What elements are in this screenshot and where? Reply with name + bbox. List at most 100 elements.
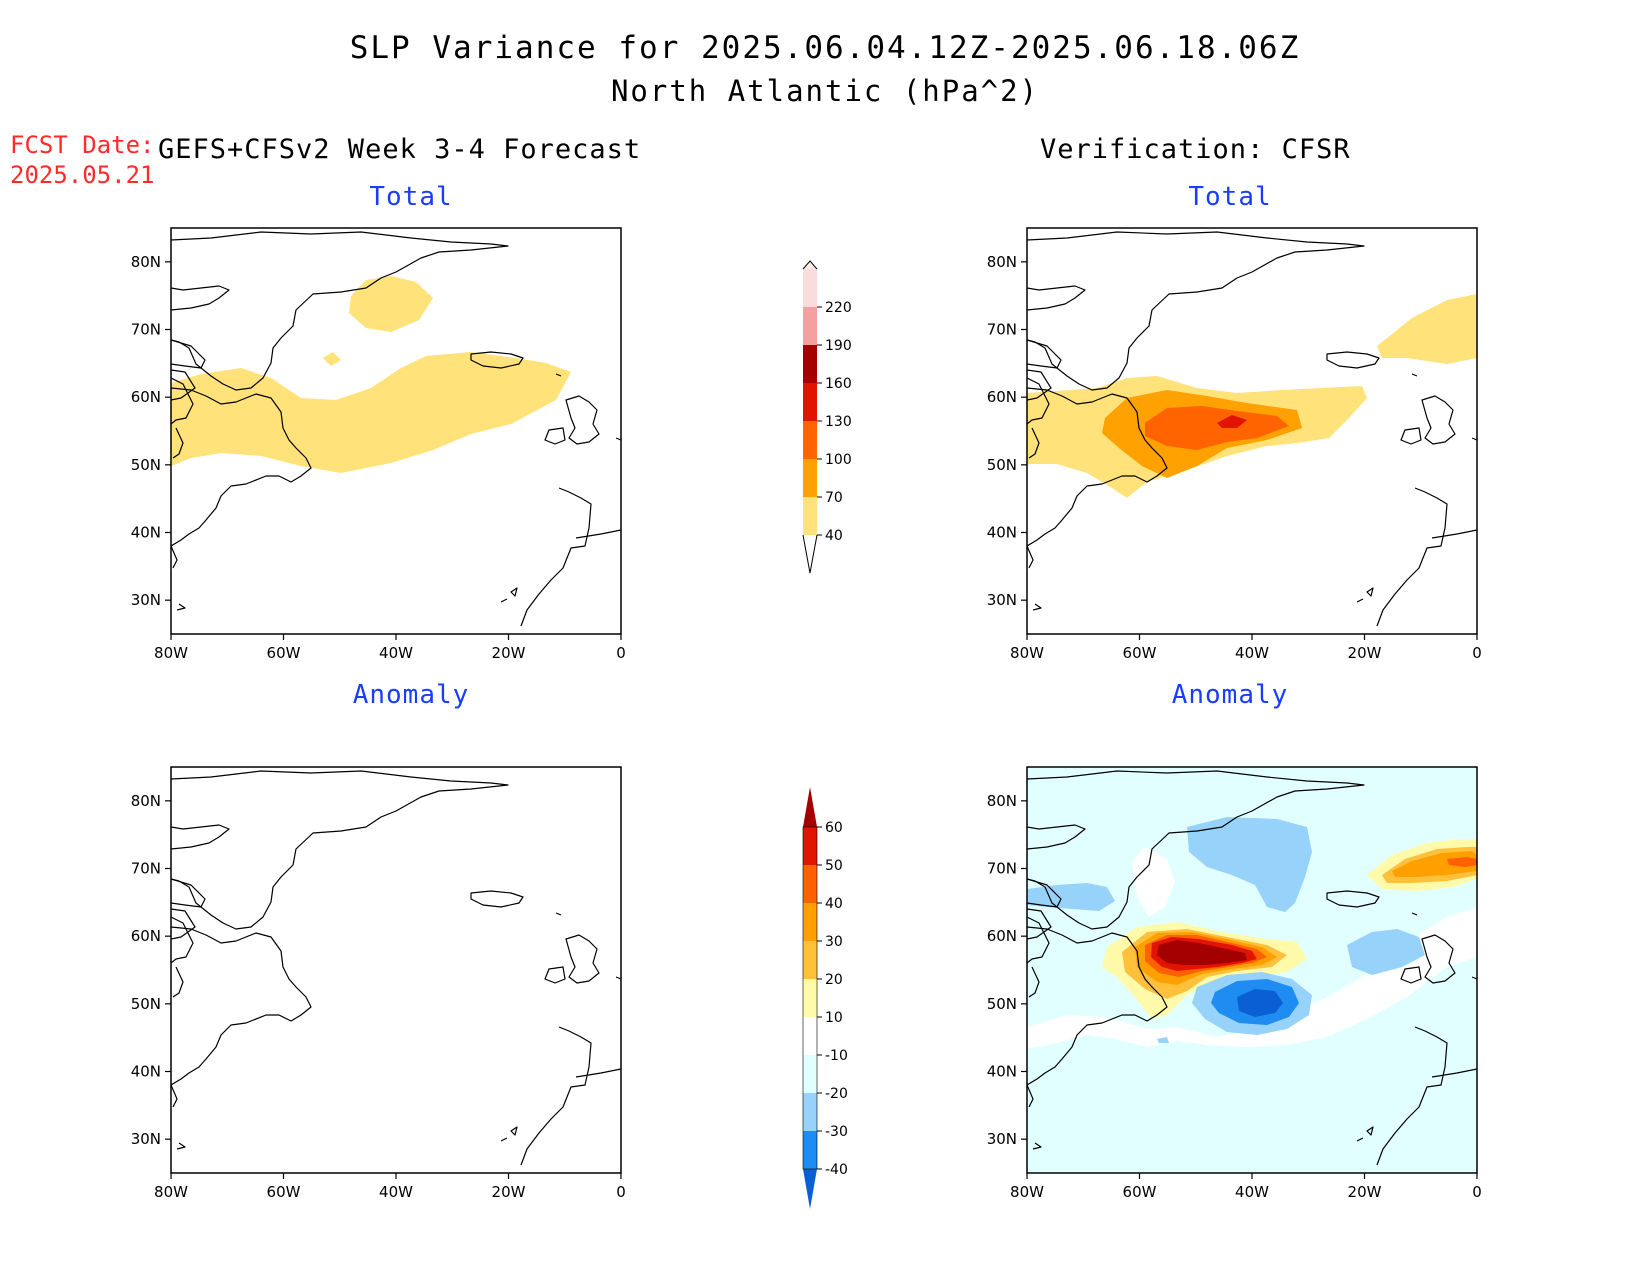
panel-axes: 80W 60W 40W 20W 0 80N 70N 60N 50N 40N 30N bbox=[131, 253, 626, 662]
colorbar-segment bbox=[803, 1131, 817, 1169]
lon-tick-label: 60W bbox=[267, 1183, 301, 1201]
anomaly-colorbar: -40 -30 -20 -10 10 20 30 40 50 60 bbox=[802, 787, 848, 1209]
lat-tick-label: 70N bbox=[987, 321, 1017, 339]
forecast-header: GEFS+CFSv2 Week 3-4 Forecast bbox=[158, 134, 642, 165]
lat-tick-label: 50N bbox=[987, 995, 1017, 1013]
colorbar-segment bbox=[803, 383, 817, 421]
colorbar-segment bbox=[803, 941, 817, 979]
lon-tick-label: 0 bbox=[1472, 1183, 1482, 1201]
lat-tick-label: 30N bbox=[131, 1130, 161, 1148]
total-colorbar: 40 70 100 130 160 190 220 bbox=[802, 260, 852, 574]
colorbar-segment bbox=[803, 979, 817, 1017]
verification-anomaly-title: Anomaly bbox=[1171, 680, 1289, 710]
panel-axes: 80W 60W 40W 20W 0 80N 70N 60N 50N 40N 30N bbox=[987, 253, 1482, 662]
colorbar-label: -40 bbox=[825, 1162, 848, 1178]
colorbar-label: 60 bbox=[825, 820, 843, 836]
anomaly-white-neutral-2 bbox=[1027, 907, 1477, 1049]
colorbar-label: 40 bbox=[825, 896, 843, 912]
lon-tick-label: 80W bbox=[154, 1183, 188, 1201]
lon-tick-label: 40W bbox=[1235, 644, 1269, 662]
coastline bbox=[171, 770, 621, 1166]
colorbar-top-cap bbox=[802, 260, 818, 270]
colorbar-label: -30 bbox=[825, 1124, 848, 1140]
forecast-anomaly-title: Anomaly bbox=[352, 680, 470, 710]
colorbar-label: 10 bbox=[825, 1010, 843, 1026]
verification-total-130 bbox=[1217, 415, 1247, 428]
lat-tick-label: 70N bbox=[987, 860, 1017, 878]
colorbar-segment bbox=[803, 345, 817, 383]
colorbar-bottom-cap bbox=[802, 534, 818, 574]
colorbar-segment bbox=[803, 421, 817, 459]
lat-tick-label: 30N bbox=[987, 1130, 1017, 1148]
colorbar-segment bbox=[803, 1093, 817, 1131]
forecast-total-greenland-patch bbox=[349, 276, 433, 332]
lat-tick-label: 40N bbox=[987, 1063, 1017, 1081]
anomaly-pos60 bbox=[1157, 940, 1247, 965]
colorbar-label: 190 bbox=[825, 338, 852, 354]
lat-tick-label: 60N bbox=[987, 927, 1017, 945]
colorbar-label: 160 bbox=[825, 376, 852, 392]
main-title: SLP Variance for 2025.06.04.12Z-2025.06.… bbox=[349, 30, 1301, 66]
lon-tick-label: 60W bbox=[1123, 1183, 1157, 1201]
verification-total-title: Total bbox=[1188, 182, 1272, 212]
fcst-date-label: FCST Date: bbox=[10, 131, 155, 159]
main-subtitle: North Atlantic (hPa^2) bbox=[610, 74, 1040, 108]
lat-tick-label: 50N bbox=[131, 456, 161, 474]
lat-tick-label: 50N bbox=[987, 456, 1017, 474]
lat-tick-label: 40N bbox=[131, 1063, 161, 1081]
colorbar-segment bbox=[803, 459, 817, 497]
lon-tick-label: 0 bbox=[616, 644, 626, 662]
lon-tick-label: 20W bbox=[1348, 644, 1382, 662]
anomaly-neg20-greenland bbox=[1187, 817, 1312, 912]
verification-total-ne-patch bbox=[1377, 294, 1477, 364]
colorbar-label: 70 bbox=[825, 490, 843, 506]
panel-frame bbox=[170, 766, 622, 1174]
forecast-anomaly-map bbox=[171, 770, 621, 1166]
colorbar-label: 100 bbox=[825, 452, 852, 468]
forecast-total-band bbox=[171, 352, 571, 473]
anomaly-neg20-speck bbox=[1157, 1037, 1169, 1043]
colorbar-segment bbox=[803, 497, 817, 535]
colorbar-segment bbox=[803, 307, 817, 345]
lon-tick-label: 20W bbox=[492, 644, 526, 662]
colorbar-segment bbox=[803, 827, 817, 865]
colorbar-segment bbox=[803, 1017, 817, 1055]
colorbar-segment bbox=[803, 269, 817, 307]
forecast-total-map bbox=[171, 231, 621, 627]
lon-tick-label: 60W bbox=[1123, 644, 1157, 662]
lat-tick-label: 50N bbox=[131, 995, 161, 1013]
lat-tick-label: 40N bbox=[131, 524, 161, 542]
panel-axes: 80W 60W 40W 20W 0 80N 70N 60N 50N 40N 30N bbox=[987, 792, 1482, 1201]
lat-tick-label: 30N bbox=[131, 591, 161, 609]
lat-tick-label: 70N bbox=[131, 321, 161, 339]
lon-tick-label: 0 bbox=[616, 1183, 626, 1201]
colorbar-bottom-triangle bbox=[803, 1169, 817, 1209]
anomaly-neg20-west bbox=[1027, 883, 1115, 911]
colorbar-label: 30 bbox=[825, 934, 843, 950]
verification-total-map bbox=[1027, 231, 1477, 627]
lon-tick-label: 80W bbox=[154, 644, 188, 662]
lon-tick-label: 40W bbox=[379, 644, 413, 662]
colorbar-label: 20 bbox=[825, 972, 843, 988]
anomaly-white-neutral-1 bbox=[1132, 847, 1175, 917]
lon-tick-label: 20W bbox=[1348, 1183, 1382, 1201]
lon-tick-label: 20W bbox=[492, 1183, 526, 1201]
colorbar-label: 130 bbox=[825, 414, 852, 430]
colorbar-segment bbox=[803, 865, 817, 903]
lon-tick-label: 80W bbox=[1010, 1183, 1044, 1201]
panel-axes: 80W 60W 40W 20W 0 80N 70N 60N 50N 40N 30N bbox=[131, 792, 626, 1201]
colorbar-frame bbox=[802, 826, 818, 1170]
lat-tick-label: 80N bbox=[987, 792, 1017, 810]
verification-anomaly-map bbox=[1027, 767, 1477, 1173]
lat-tick-label: 80N bbox=[987, 253, 1017, 271]
lon-tick-label: 80W bbox=[1010, 644, 1044, 662]
colorbar-segment bbox=[803, 903, 817, 941]
anomaly-pos30-ne bbox=[1392, 851, 1477, 877]
lat-tick-label: 40N bbox=[987, 524, 1017, 542]
lon-tick-label: 0 bbox=[1472, 644, 1482, 662]
verification-header: Verification: CFSR bbox=[1040, 134, 1351, 165]
lon-tick-label: 60W bbox=[267, 644, 301, 662]
anomaly-neg40-south bbox=[1237, 989, 1283, 1017]
lat-tick-label: 80N bbox=[131, 792, 161, 810]
